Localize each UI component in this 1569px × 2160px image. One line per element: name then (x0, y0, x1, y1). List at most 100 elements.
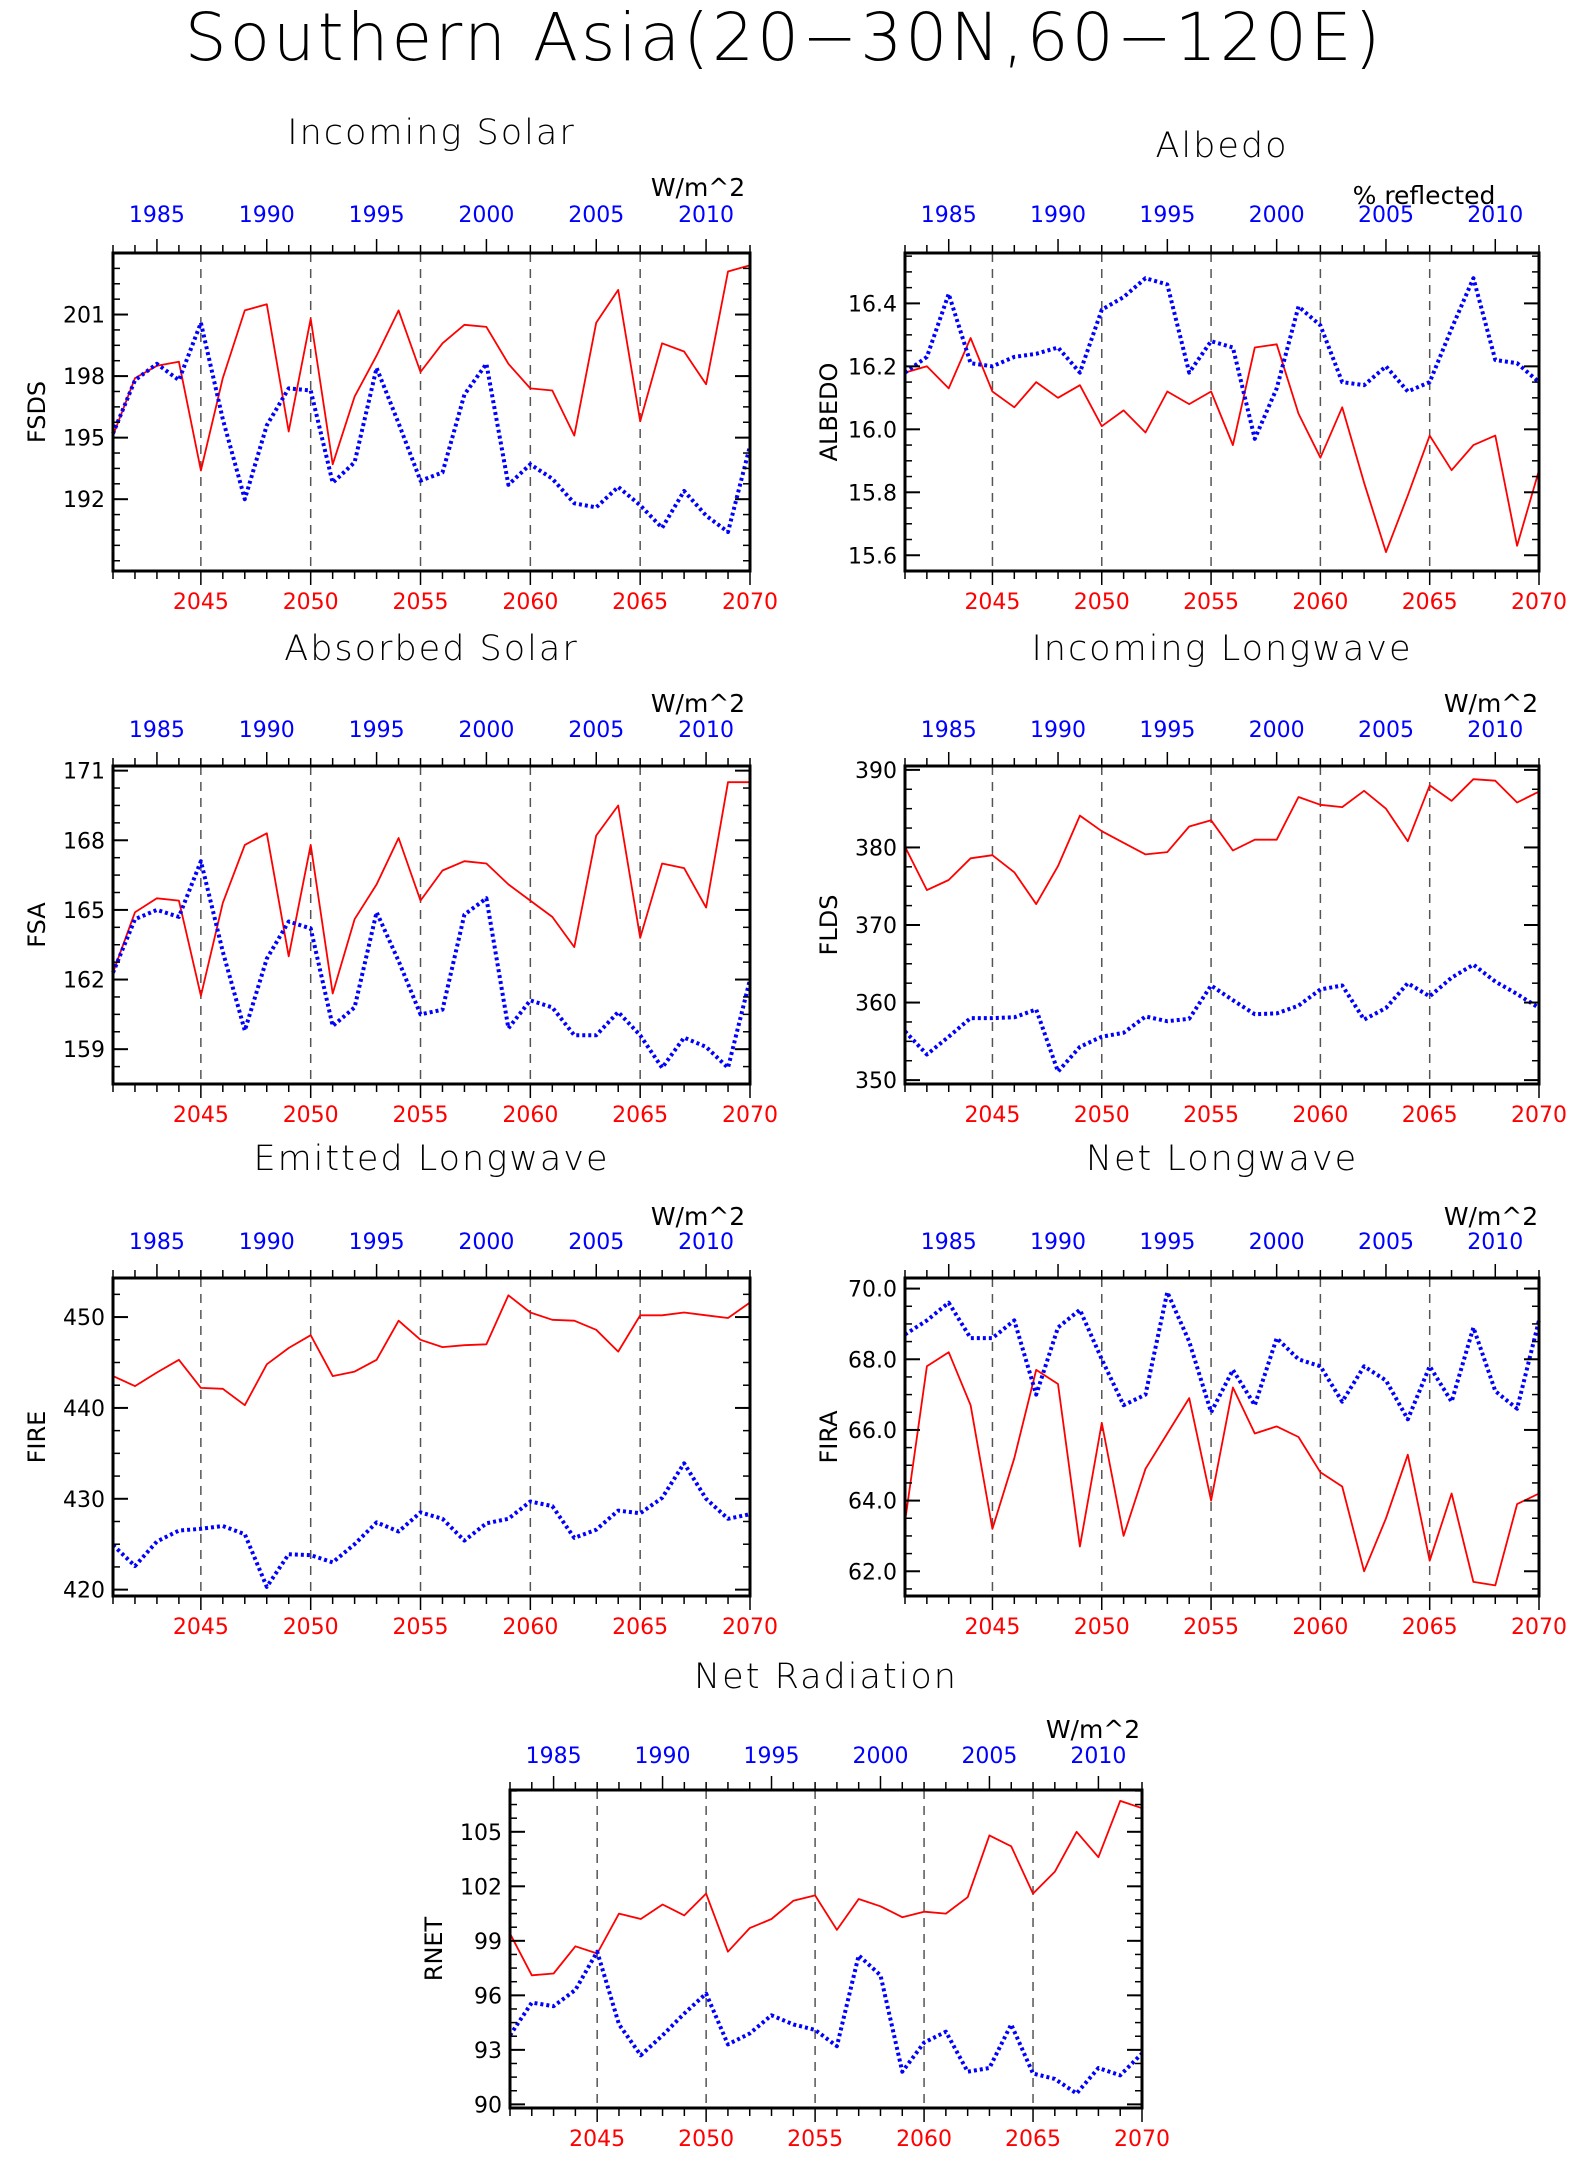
panel-title: Incoming Longwave (1031, 629, 1412, 669)
x-top-tick-label: 1995 (349, 203, 405, 228)
units-label: W/m^2 (651, 689, 745, 718)
x-bottom-tick-label: 2070 (1511, 1615, 1567, 1640)
x-bottom-tick-label: 2065 (612, 1103, 668, 1128)
x-top-tick-label: 2010 (678, 718, 734, 743)
y-tick-label: 450 (63, 1306, 105, 1331)
x-top-tick-label: 1990 (239, 203, 295, 228)
panel-fsds: Incoming Solar W/m^2 192 195 198 201 FSDS 2045 2… (23, 113, 778, 615)
plot-frame (903, 251, 1541, 573)
x-bottom-tick-label: 2045 (173, 590, 229, 615)
units-label: W/m^2 (651, 1202, 745, 1231)
series-historical-line (111, 320, 752, 534)
y-tick-label: 64.0 (848, 1490, 897, 1515)
y-tick-label: 68.0 (848, 1348, 897, 1373)
panel-albedo: Albedo % reflected 15.6 15.8 16.0 16.2 16.4 ALB… (815, 126, 1567, 615)
x-bottom-tick-label: 2065 (612, 590, 668, 615)
y-tick-label: 99 (474, 1930, 502, 1955)
panel-fsa: Absorbed Solar W/m^2 159 162 165 168 171 FSA 204… (23, 629, 778, 1128)
panel-title: Albedo (1155, 126, 1288, 166)
x-bottom-tick-label: 2070 (1114, 2127, 1170, 2152)
panel-title: Emitted Longwave (253, 1139, 609, 1179)
x-top-tick-label: 2005 (568, 1230, 624, 1255)
panel-title: Absorbed Solar (284, 629, 578, 669)
x-top-tick-label: 2000 (458, 203, 514, 228)
plot-frame (508, 1788, 1144, 2110)
y-tick-label: 192 (63, 488, 105, 513)
series-historical-line (903, 276, 1541, 441)
x-bottom-tick-label: 2060 (896, 2127, 952, 2152)
series-historical-line (903, 1290, 1541, 1422)
y-tick-label: 198 (63, 365, 105, 390)
x-bottom-tick-label: 2055 (393, 1103, 449, 1128)
x-top-tick-label: 1985 (129, 203, 185, 228)
x-bottom-tick-label: 2070 (722, 1615, 778, 1640)
x-bottom-tick-label: 2050 (678, 2127, 734, 2152)
panel-rnet: Net Radiation W/m^2 90 93 96 99 102 105 RNET 2045… (420, 1657, 1170, 2152)
x-bottom-tick-label: 2045 (173, 1615, 229, 1640)
x-bottom-tick-label: 2065 (1005, 2127, 1061, 2152)
y-tick-label: 90 (474, 2093, 502, 2118)
series-future-line (112, 781, 750, 997)
series-historical-line (111, 859, 752, 1070)
y-tick-label: 430 (63, 1488, 105, 1513)
y-tick-label: 16.0 (848, 418, 897, 443)
x-bottom-tick-label: 2070 (1511, 1103, 1567, 1128)
y-tick-label: 360 (855, 992, 897, 1017)
y-tick-label: 105 (460, 1821, 502, 1846)
x-top-tick-label: 2005 (1358, 718, 1414, 743)
series-future-line (112, 1294, 751, 1407)
x-bottom-tick-label: 2050 (283, 1103, 339, 1128)
y-axis-label: FIRE (23, 1411, 51, 1464)
y-axis-label: RNET (420, 1916, 448, 1981)
panel-fira: Net Longwave W/m^2 62.0 64.0 66.0 68.0 70.0 FIR… (815, 1139, 1567, 1640)
x-bottom-tick-label: 2065 (1402, 1615, 1458, 1640)
x-top-tick-label: 1995 (349, 718, 405, 743)
series-future-line (509, 1800, 1143, 1977)
y-tick-label: 350 (855, 1069, 897, 1094)
x-bottom-tick-label: 2060 (502, 590, 558, 615)
x-bottom-tick-label: 2045 (964, 590, 1020, 615)
x-bottom-tick-label: 2045 (569, 2127, 625, 2152)
x-top-tick-label: 1990 (1030, 718, 1086, 743)
y-tick-label: 162 (63, 969, 105, 994)
x-top-tick-label: 1985 (921, 1230, 977, 1255)
x-top-tick-label: 2000 (458, 718, 514, 743)
x-bottom-tick-label: 2050 (1074, 590, 1130, 615)
x-top-tick-label: 2005 (961, 1744, 1017, 1769)
y-tick-label: 171 (63, 760, 105, 785)
series-future-line (904, 337, 1540, 553)
series-future-line (112, 264, 751, 472)
x-top-tick-label: 2010 (1467, 718, 1523, 743)
y-axis-label: ALBEDO (815, 363, 843, 462)
y-axis-label: FIRA (815, 1410, 843, 1464)
x-bottom-tick-label: 2045 (964, 1103, 1020, 1128)
x-bottom-tick-label: 2055 (787, 2127, 843, 2152)
x-bottom-tick-label: 2045 (964, 1615, 1020, 1640)
x-top-tick-label: 1990 (1030, 1230, 1086, 1255)
x-top-tick-label: 2000 (852, 1744, 908, 1769)
y-tick-label: 70.0 (848, 1278, 897, 1303)
series-future-line (904, 778, 1540, 905)
y-tick-label: 16.4 (848, 292, 897, 317)
y-tick-label: 66.0 (848, 1419, 897, 1444)
y-tick-label: 16.2 (848, 355, 897, 380)
x-bottom-tick-label: 2060 (502, 1615, 558, 1640)
x-bottom-tick-label: 2070 (722, 1103, 778, 1128)
y-tick-label: 201 (63, 304, 105, 329)
x-bottom-tick-label: 2065 (1402, 1103, 1458, 1128)
x-bottom-tick-label: 2070 (722, 590, 778, 615)
x-top-tick-label: 1985 (129, 1230, 185, 1255)
series-historical-line (903, 962, 1541, 1074)
x-bottom-tick-label: 2050 (1074, 1103, 1130, 1128)
y-axis-label: FSDS (23, 381, 51, 443)
x-top-tick-label: 1985 (921, 203, 977, 228)
panel-fire: Emitted Longwave W/m^2 420 430 440 450 FIRE 204… (23, 1139, 778, 1640)
x-top-tick-label: 1995 (1139, 203, 1195, 228)
x-bottom-tick-label: 2065 (612, 1615, 668, 1640)
x-top-tick-label: 2000 (1249, 718, 1305, 743)
x-top-tick-label: 2000 (1249, 1230, 1305, 1255)
x-bottom-tick-label: 2055 (1183, 590, 1239, 615)
x-bottom-tick-label: 2060 (1292, 1615, 1348, 1640)
plot-frame (111, 251, 752, 573)
y-tick-label: 440 (63, 1397, 105, 1422)
